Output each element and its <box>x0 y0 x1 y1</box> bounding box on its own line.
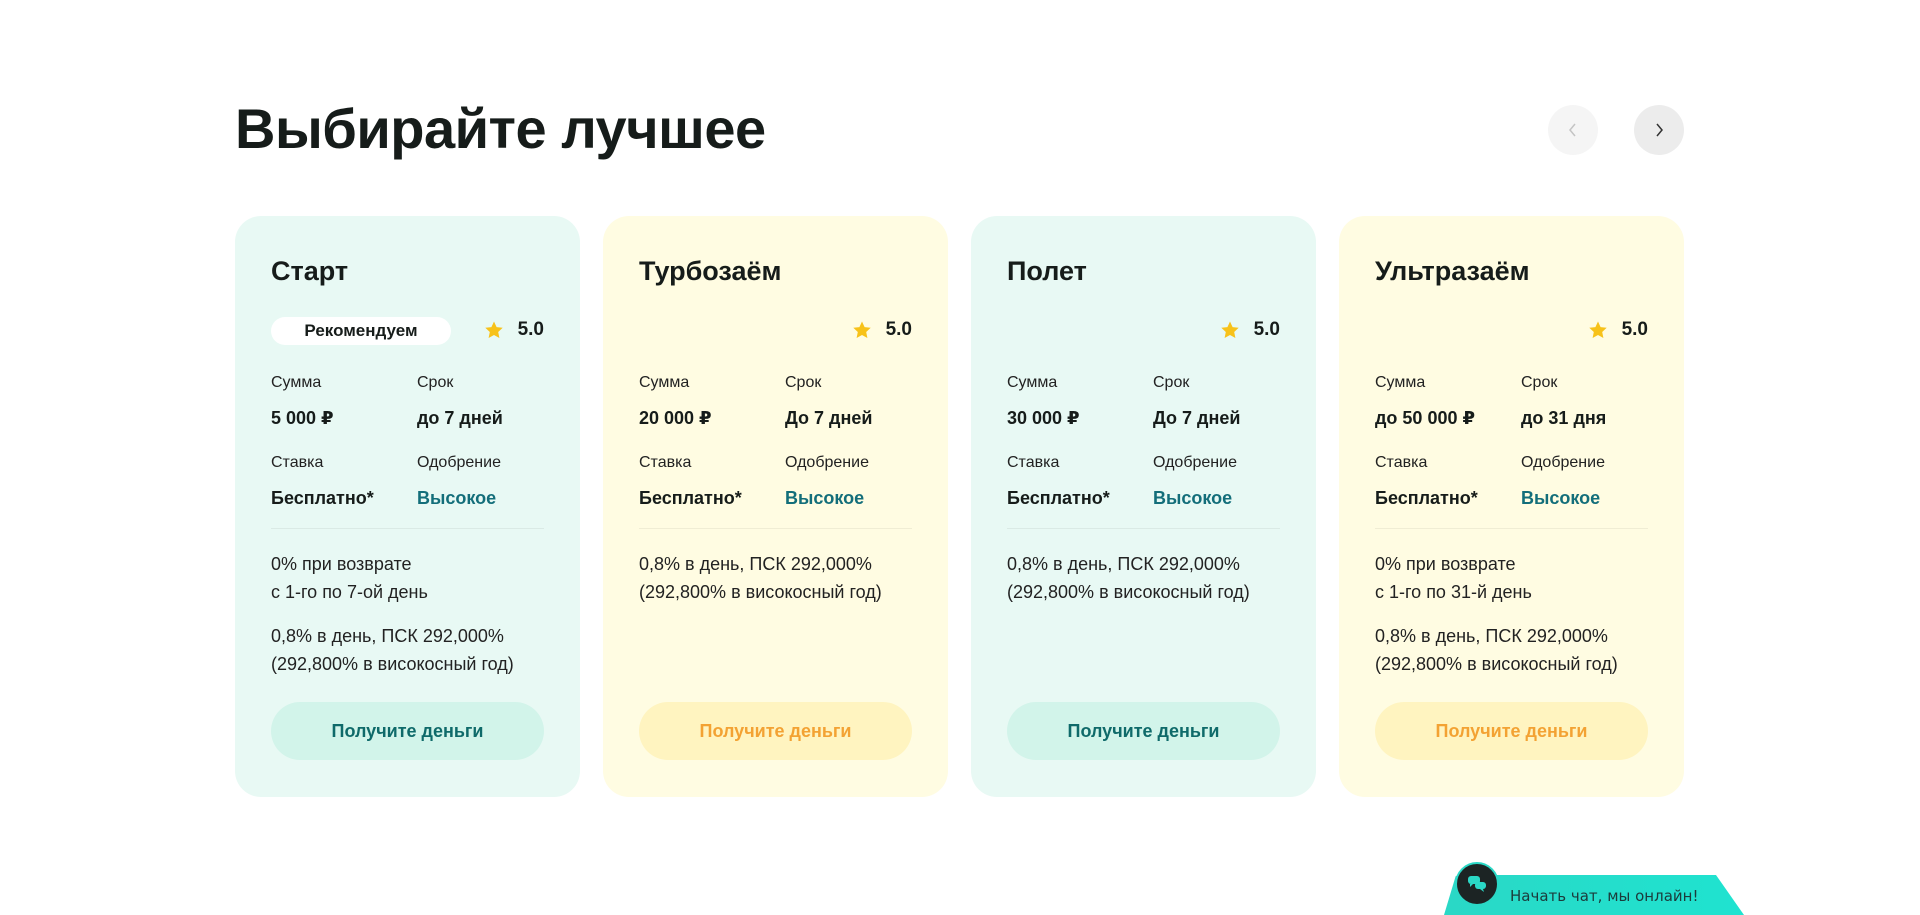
rating: 5.0 <box>852 319 912 341</box>
description-line: с 1-го по 31-й день <box>1375 582 1532 602</box>
chat-bubbles-icon <box>1455 862 1499 906</box>
get-money-button[interactable]: Получите деньги <box>639 702 912 760</box>
rate-label: Ставка <box>271 454 324 471</box>
approval-value[interactable]: Высокое <box>1153 488 1233 508</box>
description-line: (292,800% в високосный год) <box>1007 582 1250 602</box>
chat-widget[interactable]: Начать чат, мы онлайн! <box>1444 862 1744 915</box>
divider <box>1007 528 1280 529</box>
rate-label: Ставка <box>1007 454 1060 471</box>
card-description: 0% при возврате с 1-го по 31-й день <box>1375 550 1655 606</box>
sum-label: Сумма <box>1007 374 1058 391</box>
sum-label: Сумма <box>271 374 322 391</box>
rating-value: 5.0 <box>517 319 544 340</box>
chevron-right-icon <box>1656 123 1663 137</box>
rate-value: Бесплатно* <box>639 488 742 508</box>
next-button[interactable] <box>1634 105 1684 155</box>
sum-value: 30 000 ₽ <box>1007 408 1080 428</box>
rating: 5.0 <box>1220 319 1280 341</box>
sum-label: Сумма <box>639 374 690 391</box>
description-line: (292,800% в високосный год) <box>271 654 514 674</box>
star-icon <box>1220 321 1239 338</box>
rate-value: Бесплатно* <box>271 488 374 508</box>
sum-value: до 50 000 ₽ <box>1375 408 1476 428</box>
term-value: До 7 дней <box>1153 408 1241 428</box>
card-title: Старт <box>271 256 349 286</box>
description-line: 0,8% в день, ПСК 292,000% <box>271 626 504 646</box>
term-label: Срок <box>417 374 454 391</box>
card-title: Ультразаём <box>1375 256 1530 286</box>
card-title: Турбозаём <box>639 256 782 286</box>
description-line: 0,8% в день, ПСК 292,000% <box>1007 554 1240 574</box>
rating-value: 5.0 <box>885 319 912 340</box>
get-money-button[interactable]: Получите деньги <box>1007 702 1280 760</box>
sum-label: Сумма <box>1375 374 1426 391</box>
term-label: Срок <box>785 374 822 391</box>
sum-value: 20 000 ₽ <box>639 408 712 428</box>
term-label: Срок <box>1521 374 1558 391</box>
star-icon <box>1588 321 1607 338</box>
rate-label: Ставка <box>1375 454 1428 471</box>
star-icon <box>852 321 871 338</box>
get-money-button[interactable]: Получите деньги <box>271 702 544 760</box>
chat-label: Начать чат, мы онлайн! <box>1510 887 1699 905</box>
term-value: До 7 дней <box>785 408 873 428</box>
approval-label: Одобрение <box>1153 454 1237 471</box>
approval-label: Одобрение <box>417 454 501 471</box>
loan-card: Ультразаём 5.0 Сумма Срок до 50 000 ₽ до… <box>1339 216 1684 797</box>
approval-label: Одобрение <box>1521 454 1605 471</box>
approval-value[interactable]: Высокое <box>1521 488 1601 508</box>
card-description: 0,8% в день, ПСК 292,000% (292,800% в вис… <box>271 622 551 678</box>
description-line: 0,8% в день, ПСК 292,000% <box>1375 626 1608 646</box>
page-title: Выбирайте лучшее <box>235 97 766 160</box>
loan-card: Старт Рекомендуем 5.0 Сумма Срок 5 000 ₽ … <box>235 216 580 797</box>
star-icon <box>484 321 503 338</box>
rate-value: Бесплатно* <box>1007 488 1110 508</box>
description-line: 0,8% в день, ПСК 292,000% <box>639 554 872 574</box>
description-line: 0% при возврате <box>271 554 412 574</box>
card-title: Полет <box>1007 256 1087 286</box>
approval-label: Одобрение <box>785 454 869 471</box>
rating-value: 5.0 <box>1621 319 1648 340</box>
get-money-button[interactable]: Получите деньги <box>1375 702 1648 760</box>
approval-value[interactable]: Высокое <box>785 488 865 508</box>
description-line: (292,800% в високосный год) <box>1375 654 1618 674</box>
divider <box>1375 528 1648 529</box>
approval-value[interactable]: Высокое <box>417 488 497 508</box>
term-value: до 31 дня <box>1521 408 1607 428</box>
divider <box>271 528 544 529</box>
rating: 5.0 <box>484 319 544 341</box>
card-description: 0,8% в день, ПСК 292,000% (292,800% в вис… <box>1007 550 1287 606</box>
term-label: Срок <box>1153 374 1190 391</box>
rating: 5.0 <box>1588 319 1648 341</box>
term-value: до 7 дней <box>417 408 503 428</box>
description-line: 0% при возврате <box>1375 554 1516 574</box>
loan-card: Полет 5.0 Сумма Срок 30 000 ₽ До 7 дней … <box>971 216 1316 797</box>
rating-value: 5.0 <box>1253 319 1280 340</box>
rate-value: Бесплатно* <box>1375 488 1478 508</box>
rate-label: Ставка <box>639 454 692 471</box>
card-description: 0% при возврате с 1-го по 7-ой день <box>271 550 551 606</box>
card-description: 0,8% в день, ПСК 292,000% (292,800% в вис… <box>639 550 919 606</box>
prev-button[interactable] <box>1548 105 1598 155</box>
sum-value: 5 000 ₽ <box>271 408 334 428</box>
description-line: (292,800% в високосный год) <box>639 582 882 602</box>
description-line: с 1-го по 7-ой день <box>271 582 428 602</box>
card-description: 0,8% в день, ПСК 292,000% (292,800% в вис… <box>1375 622 1655 678</box>
loan-card: Турбозаём 5.0 Сумма Срок 20 000 ₽ До 7 д… <box>603 216 948 797</box>
chevron-left-icon <box>1569 123 1576 137</box>
recommended-badge: Рекомендуем <box>271 317 451 345</box>
divider <box>639 528 912 529</box>
